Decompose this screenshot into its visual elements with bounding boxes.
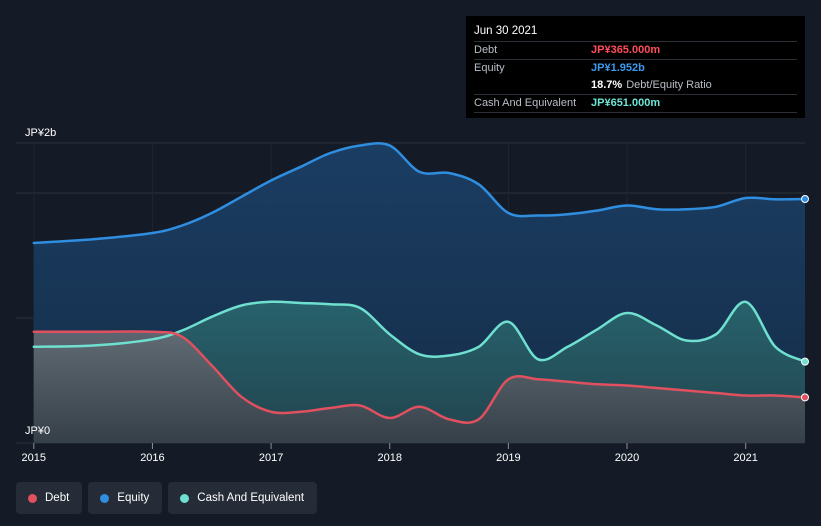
x-tick-label: 2019	[496, 452, 520, 464]
legend-equity-button[interactable]: Equity	[88, 482, 163, 514]
tooltip-equity-label: Equity	[474, 62, 505, 74]
cash-and-equivalent-line	[32, 300, 807, 363]
tooltip-ratio-value: 18.7%	[591, 79, 623, 91]
end-markers	[801, 195, 809, 402]
equity-dot-icon	[100, 493, 110, 503]
tooltip-ratio-row: 18.7% Debt/Equity Ratio	[474, 77, 797, 94]
tooltip-debt-label: Debt	[474, 44, 498, 56]
tooltip-debt-row: Debt JP¥365.000m	[474, 41, 797, 59]
equity-end-marker	[801, 195, 809, 203]
chart-legend: Debt Equity Cash And Equivalent	[16, 482, 318, 514]
y-axis-top-label: JP¥2b	[25, 127, 57, 139]
x-tick-label: 2015	[22, 452, 46, 464]
legend-cash-label: Cash And Equivalent	[197, 492, 305, 504]
tooltip-panel: Jun 30 2021 Debt JP¥365.000m Equity JP¥1…	[466, 16, 805, 118]
x-tick-label: 2021	[733, 452, 757, 464]
tooltip-equity-value: JP¥1.952b	[591, 62, 645, 74]
legend-debt-label: Debt	[45, 492, 70, 504]
legend-debt-button[interactable]: Debt	[16, 482, 83, 514]
tooltip-date: Jun 30 2021	[474, 25, 538, 37]
tooltip-cash-label: Cash And Equivalent	[474, 97, 577, 109]
debt-line	[32, 330, 807, 424]
tooltip-cash-row: Cash And Equivalent JP¥651.000m	[474, 94, 797, 113]
tooltip-cash-value: JP¥651.000m	[591, 97, 661, 109]
legend-cash-button[interactable]: Cash And Equivalent	[168, 482, 318, 514]
debt-end-marker	[801, 393, 809, 402]
equity-line	[32, 142, 807, 245]
series-areas	[33, 143, 805, 444]
cash-dot-icon	[180, 493, 190, 503]
debt-dot-icon	[28, 493, 37, 503]
series-lines	[32, 142, 807, 424]
tooltip-ratio-label: Debt/Equity Ratio	[626, 79, 712, 91]
tooltip-equity-row: Equity JP¥1.952b	[474, 59, 797, 77]
x-axis-ticks: 2015 2016 2017 2018 2019 2020 2021	[22, 443, 758, 464]
x-tick-label: 2020	[615, 452, 639, 464]
y-axis-bottom-label: JP¥0	[25, 425, 51, 437]
legend-equity-label: Equity	[117, 492, 150, 504]
x-tick-label: 2018	[377, 452, 401, 464]
x-tick-label: 2017	[259, 452, 283, 464]
debt-area	[33, 331, 805, 443]
cash-and-equivalent-end-marker	[801, 357, 809, 366]
x-tick-label: 2016	[140, 452, 164, 464]
tooltip-debt-value: JP¥365.000m	[591, 44, 661, 56]
